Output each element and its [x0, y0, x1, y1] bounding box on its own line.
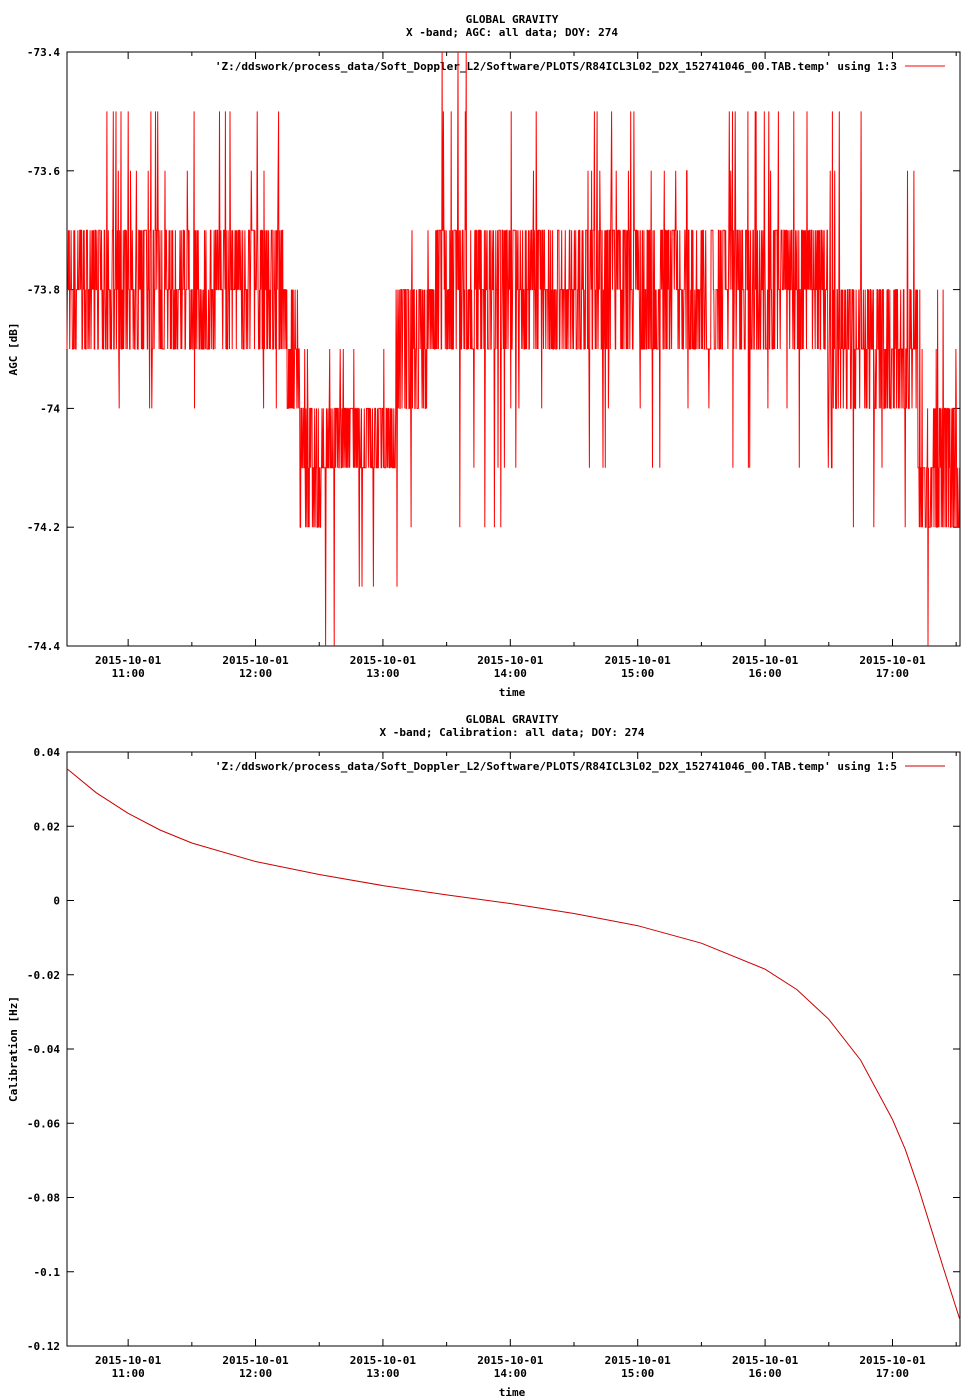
y-tick-label: -0.1 [34, 1266, 61, 1279]
y-tick-label: -0.12 [27, 1340, 60, 1353]
x-tick-label-date: 2015-10-01 [95, 1354, 162, 1367]
x-axis-label: time [499, 1386, 526, 1399]
x-tick-label-date: 2015-10-01 [95, 654, 162, 667]
y-tick-label: -0.06 [27, 1117, 60, 1130]
x-tick-label-date: 2015-10-01 [732, 654, 799, 667]
x-tick-label-date: 2015-10-01 [605, 654, 672, 667]
calibration-series-line [66, 768, 961, 1321]
x-tick-label-time: 14:00 [494, 667, 527, 680]
chart-subtitle: X -band; AGC: all data; DOY: 274 [406, 26, 618, 39]
x-tick-label-time: 15:00 [621, 1367, 654, 1380]
x-tick-label-date: 2015-10-01 [222, 1354, 289, 1367]
legend-label: 'Z:/ddswork/process_data/Soft_Doppler_L2… [215, 60, 897, 73]
y-tick-label: -73.8 [27, 284, 60, 297]
y-tick-label: -74.4 [27, 640, 60, 653]
x-tick-label-date: 2015-10-01 [859, 1354, 926, 1367]
x-tick-label-time: 11:00 [112, 667, 145, 680]
y-tick-label: -0.04 [27, 1043, 60, 1056]
x-tick-label-time: 15:00 [621, 667, 654, 680]
y-tick-label: -74 [40, 402, 60, 415]
y-tick-label: -73.4 [27, 46, 60, 59]
x-tick-label-date: 2015-10-01 [859, 654, 926, 667]
agc-chart: GLOBAL GRAVITY X -band; AGC: all data; D… [7, 13, 961, 699]
agc-series-line [66, 51, 960, 647]
x-tick-label-date: 2015-10-01 [477, 654, 544, 667]
x-tick-label-time: 11:00 [112, 1367, 145, 1380]
x-tick-label-date: 2015-10-01 [732, 1354, 799, 1367]
y-tick-label: -74.2 [27, 521, 60, 534]
y-tick-label: -0.08 [27, 1192, 60, 1205]
y-axis-label: Calibration [Hz] [7, 996, 20, 1102]
y-tick-label: -0.02 [27, 969, 60, 982]
chart-title: GLOBAL GRAVITY [466, 713, 559, 726]
x-tick-label-date: 2015-10-01 [350, 654, 417, 667]
x-axis-label: time [499, 686, 526, 699]
chart-title: GLOBAL GRAVITY [466, 13, 559, 26]
y-tick-label: -73.6 [27, 165, 60, 178]
calibration-chart: GLOBAL GRAVITY X -band; Calibration: all… [7, 713, 961, 1399]
x-tick-label-date: 2015-10-01 [605, 1354, 672, 1367]
x-tick-label-date: 2015-10-01 [477, 1354, 544, 1367]
x-tick-label-time: 12:00 [239, 667, 272, 680]
y-tick-label: 0 [53, 895, 60, 908]
plot-frame [66, 751, 961, 1347]
x-tick-label-date: 2015-10-01 [222, 654, 289, 667]
x-tick-label-time: 16:00 [749, 1367, 782, 1380]
chart-subtitle: X -band; Calibration: all data; DOY: 274 [380, 726, 645, 739]
x-tick-label-time: 13:00 [366, 667, 399, 680]
y-tick-label: 0.02 [34, 820, 61, 833]
y-tick-label: 0.04 [34, 746, 61, 759]
x-tick-label-time: 17:00 [876, 1367, 909, 1380]
x-tick-label-date: 2015-10-01 [350, 1354, 417, 1367]
legend-label: 'Z:/ddswork/process_data/Soft_Doppler_L2… [215, 760, 897, 773]
x-tick-label-time: 14:00 [494, 1367, 527, 1380]
y-axis-label: AGC [dB] [7, 323, 20, 376]
x-tick-label-time: 16:00 [749, 667, 782, 680]
x-tick-label-time: 12:00 [239, 1367, 272, 1380]
x-tick-label-time: 17:00 [876, 667, 909, 680]
x-tick-label-time: 13:00 [366, 1367, 399, 1380]
